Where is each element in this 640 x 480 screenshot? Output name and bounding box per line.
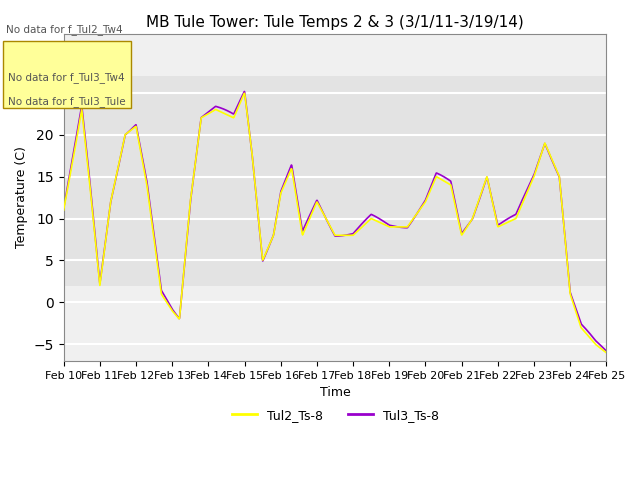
Tul2_Ts-8 bbox=[124, 130, 132, 135]
Text: No data for f_Tul3_Tw4: No data for f_Tul3_Tw4 bbox=[6, 72, 123, 83]
Text: No data for f_Tul2_Ts2: No data for f_Tul2_Ts2 bbox=[6, 48, 120, 59]
Tul2_Ts-8 bbox=[102, 238, 109, 243]
Title: MB Tule Tower: Tule Temps 2 & 3 (3/1/11-3/19/14): MB Tule Tower: Tule Temps 2 & 3 (3/1/11-… bbox=[146, 15, 524, 30]
X-axis label: Time: Time bbox=[319, 386, 350, 399]
Legend: Tul2_Ts-8, Tul3_Ts-8: Tul2_Ts-8, Tul3_Ts-8 bbox=[227, 404, 444, 427]
Tul3_Ts-8 bbox=[369, 212, 377, 218]
Line: Tul2_Ts-8: Tul2_Ts-8 bbox=[63, 93, 606, 353]
Tul3_Ts-8 bbox=[312, 201, 319, 206]
Tul2_Ts-8 bbox=[312, 203, 319, 208]
Tul3_Ts-8 bbox=[602, 348, 610, 354]
Tul2_Ts-8 bbox=[369, 216, 377, 222]
Tul3_Ts-8 bbox=[291, 178, 298, 184]
Tul2_Ts-8 bbox=[602, 350, 610, 356]
Tul3_Ts-8 bbox=[60, 205, 67, 211]
Text: No data for f_Tul3_Tule: No data for f_Tul3_Tule bbox=[6, 96, 124, 107]
Text: No data for f_Tul3_Tule: No data for f_Tul3_Tule bbox=[8, 96, 125, 107]
Line: Tul3_Ts-8: Tul3_Ts-8 bbox=[63, 92, 606, 351]
Tul3_Ts-8 bbox=[241, 89, 248, 95]
Tul2_Ts-8 bbox=[241, 90, 248, 96]
Tul2_Ts-8 bbox=[60, 207, 67, 213]
Y-axis label: Temperature (C): Temperature (C) bbox=[15, 146, 28, 249]
Tul2_Ts-8 bbox=[301, 225, 309, 231]
Tul3_Ts-8 bbox=[102, 237, 109, 243]
Bar bbox=[63, 76, 606, 286]
Tul2_Ts-8 bbox=[291, 182, 298, 188]
Tul3_Ts-8 bbox=[301, 222, 309, 228]
Text: No data for f_Tul3_Tw4: No data for f_Tul3_Tw4 bbox=[8, 72, 124, 83]
Tul3_Ts-8 bbox=[124, 130, 132, 135]
Text: No data for f_Tul2_Tw4: No data for f_Tul2_Tw4 bbox=[6, 24, 123, 35]
